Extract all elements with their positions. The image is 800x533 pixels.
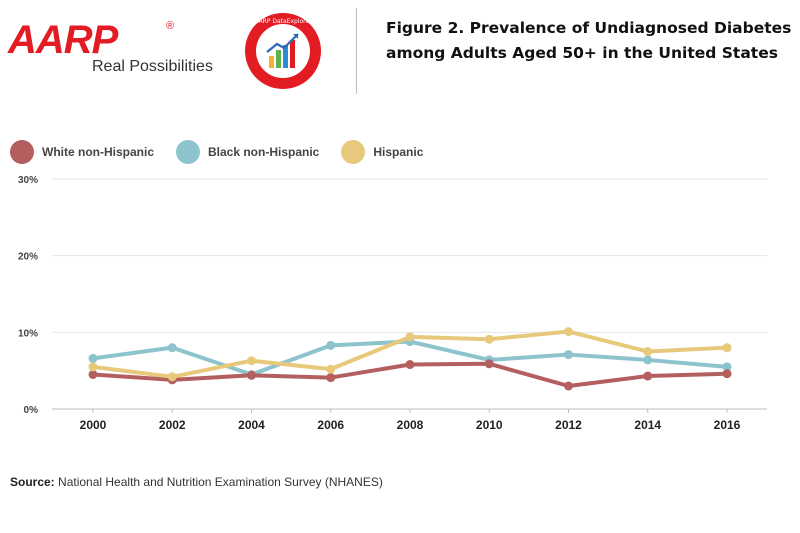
y-tick-label: 30% (18, 175, 38, 186)
legend-swatch (341, 140, 366, 164)
figure-title-line-2: among Adults Aged 50+ in the United Stat… (386, 44, 778, 62)
x-tick-label: 2006 (317, 418, 344, 432)
data-point (88, 370, 98, 379)
x-tick-label: 2010 (476, 418, 503, 432)
source-text: National Health and Nutrition Examinatio… (58, 475, 383, 489)
x-tick-label: 2004 (238, 418, 265, 432)
x-tick-label: 2016 (714, 418, 741, 432)
legend-label: White non-Hispanic (42, 145, 154, 159)
header-divider (356, 8, 357, 94)
legend-swatch (10, 140, 34, 164)
data-point (643, 355, 653, 365)
data-point (484, 334, 494, 344)
chart-legend: White non-Hispanic Black non-Hispanic Hi… (10, 138, 445, 166)
data-point (722, 343, 732, 353)
data-point (326, 373, 336, 383)
line-chart: 0% 10% 20% 30% 2000 2002 2004 2006 2008 2010 2012 2… (18, 175, 767, 432)
aarp-tagline: Real Possibilities (92, 58, 213, 75)
x-tick-label: 2014 (634, 418, 661, 432)
data-point (564, 327, 573, 337)
x-tick-label: 2002 (159, 418, 186, 432)
aarp-logo[interactable]: AARP ® Real Possibilities (8, 18, 218, 80)
data-point (722, 369, 732, 379)
y-tick-label: 0% (24, 405, 39, 416)
data-point (405, 360, 415, 370)
data-point (88, 353, 98, 363)
data-point (722, 362, 732, 372)
y-tick-label: 20% (18, 252, 38, 263)
x-tick-label: 2012 (555, 418, 582, 432)
legend-label: Black non-Hispanic (208, 145, 320, 159)
x-tick-label: 2008 (397, 418, 424, 432)
source-note: Source: National Health and Nutrition Ex… (10, 475, 383, 489)
figure-title-line-1: Figure 2. Prevalence of Undiagnosed Diab… (386, 19, 792, 37)
data-point (88, 362, 98, 372)
data-point (247, 370, 256, 380)
legend-item-hispanic[interactable]: Hispanic (341, 140, 423, 164)
legend-item-white-non-hispanic[interactable]: White non-Hispanic (10, 140, 154, 164)
data-point (167, 343, 177, 353)
data-point (405, 332, 415, 342)
data-point (484, 359, 494, 369)
data-point (643, 371, 653, 381)
source-label: Source: (10, 475, 55, 489)
data-point (564, 350, 573, 360)
data-point (326, 364, 336, 374)
y-tick-label: 10% (18, 328, 38, 339)
data-point (643, 347, 653, 356)
data-point (247, 356, 256, 366)
legend-label: Hispanic (373, 145, 424, 159)
aarp-logo-wordmark: AARP (8, 18, 118, 62)
data-point (167, 372, 177, 382)
badge-text: AARP DataExplorer (254, 18, 312, 25)
data-point (564, 381, 573, 391)
figure-title: Figure 2. Prevalence of Undiagnosed Diab… (386, 16, 796, 66)
legend-item-black-non-hispanic[interactable]: Black non-Hispanic (176, 140, 319, 164)
x-tick-label: 2000 (80, 418, 107, 432)
data-point (326, 340, 336, 350)
registered-mark: ® (166, 20, 175, 32)
dataexplorer-badge-icon: AARP DataExplorer (245, 13, 321, 89)
legend-swatch (176, 140, 200, 164)
header: AARP ® Real Possibilities AARP DataExplo… (0, 0, 800, 100)
